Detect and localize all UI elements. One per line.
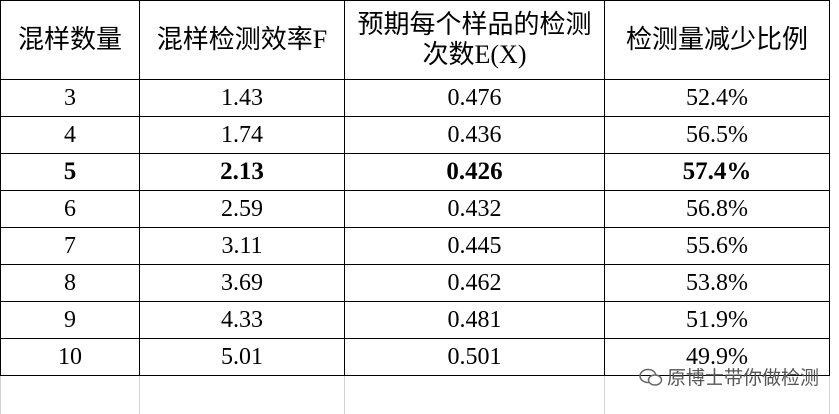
table-cell: 0.432 xyxy=(345,191,605,228)
table-cell: 3.11 xyxy=(140,228,345,265)
table-cell: 2.13 xyxy=(140,154,345,191)
table-cell: 0.481 xyxy=(345,302,605,339)
wechat-icon xyxy=(639,368,663,386)
table-cell: 0.436 xyxy=(345,117,605,154)
table-cell: 5 xyxy=(0,154,140,191)
table-cell: 56.8% xyxy=(605,191,830,228)
table-cell: 52.4% xyxy=(605,80,830,117)
table-cell: 0.476 xyxy=(345,80,605,117)
table-cell: 7 xyxy=(0,228,140,265)
table-cell: 56.5% xyxy=(605,117,830,154)
table-cell: 9 xyxy=(0,302,140,339)
table-cell: 3 xyxy=(0,80,140,117)
table-cell: 0.426 xyxy=(345,154,605,191)
header-cell: 预期每个样品的检测次数E(X) xyxy=(345,0,605,80)
grid-line xyxy=(140,376,345,414)
table-cell: 1.43 xyxy=(140,80,345,117)
table-cell: 4 xyxy=(0,117,140,154)
table-cell: 5.01 xyxy=(140,339,345,376)
table-cell: 1.74 xyxy=(140,117,345,154)
watermark-text: 原博士带你做检测 xyxy=(666,367,819,389)
grid-line xyxy=(605,376,830,414)
header-cell: 检测量减少比例 xyxy=(605,0,830,80)
table-cell: 4.33 xyxy=(140,302,345,339)
header-cell: 混样数量 xyxy=(0,0,140,80)
table-cell: 51.9% xyxy=(605,302,830,339)
table-cell: 0.445 xyxy=(345,228,605,265)
table-cell: 57.4% xyxy=(605,154,830,191)
table-cell: 49.9% xyxy=(605,339,830,376)
table-cell: 6 xyxy=(0,191,140,228)
watermark: 原博士带你做检测 xyxy=(639,363,819,390)
table-cell: 55.6% xyxy=(605,228,830,265)
table-cell: 0.462 xyxy=(345,265,605,302)
table-cell: 2.59 xyxy=(140,191,345,228)
header-cell: 混样检测效率F xyxy=(140,0,345,80)
table-cell: 0.501 xyxy=(345,339,605,376)
grid-line xyxy=(345,376,605,414)
table-cell: 3.69 xyxy=(140,265,345,302)
table-cell: 53.8% xyxy=(605,265,830,302)
table-cell: 8 xyxy=(0,265,140,302)
grid-line xyxy=(0,376,140,414)
table-cell: 10 xyxy=(0,339,140,376)
